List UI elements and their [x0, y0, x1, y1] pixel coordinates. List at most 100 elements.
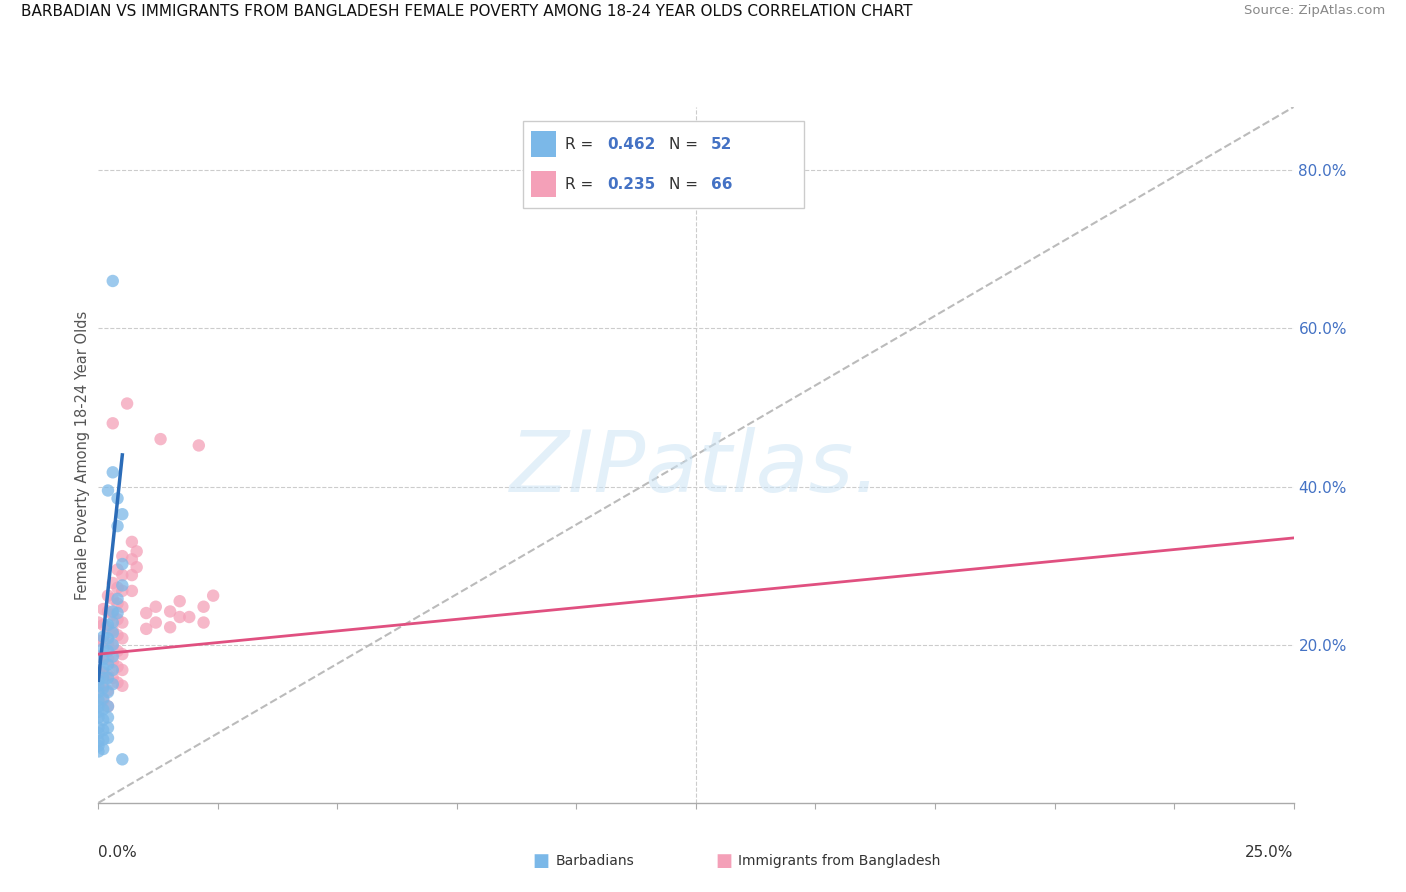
Point: [107, 612, 129, 626]
Point: [169, 610, 191, 624]
Point: [111, 599, 134, 614]
Text: Immigrants from Bangladesh: Immigrants from Bangladesh: [738, 854, 941, 868]
Text: Source: ZipAtlas.com: Source: ZipAtlas.com: [1244, 4, 1385, 18]
Point: [111, 632, 134, 646]
Point: [101, 624, 124, 638]
Point: [135, 622, 157, 636]
Point: [87, 615, 110, 630]
Point: [101, 615, 124, 630]
Point: [107, 591, 129, 606]
Point: [97, 657, 120, 672]
Point: [91, 723, 114, 737]
Text: ■: ■: [533, 852, 550, 870]
Point: [91, 661, 114, 675]
Point: [107, 644, 129, 658]
Point: [91, 665, 114, 680]
Text: ZIPatlas.: ZIPatlas.: [510, 427, 882, 510]
Point: [97, 618, 120, 632]
Point: [87, 739, 110, 753]
Point: [87, 681, 110, 695]
Point: [97, 685, 120, 699]
Point: [91, 630, 114, 644]
Point: [87, 726, 110, 740]
Point: [91, 742, 114, 756]
Point: [97, 636, 120, 650]
Point: [91, 681, 114, 695]
Point: [91, 652, 114, 666]
Text: ■: ■: [716, 852, 733, 870]
Point: [97, 632, 120, 646]
Point: [91, 633, 114, 648]
Point: [91, 713, 114, 727]
Point: [97, 644, 120, 658]
Point: [97, 721, 120, 735]
Point: [97, 683, 120, 698]
Point: [107, 581, 129, 595]
Point: [97, 699, 120, 714]
Point: [111, 752, 134, 766]
Point: [101, 607, 124, 622]
Point: [107, 675, 129, 690]
Point: [107, 628, 129, 642]
Point: [111, 578, 134, 592]
Point: [91, 732, 114, 747]
Point: [87, 673, 110, 688]
Point: [87, 710, 110, 724]
Point: [111, 557, 134, 571]
Point: [97, 652, 120, 666]
Point: [101, 677, 124, 691]
Point: [87, 685, 110, 699]
Point: [87, 679, 110, 693]
Point: [91, 702, 114, 716]
Text: 25.0%: 25.0%: [1246, 845, 1294, 860]
Point: [101, 638, 124, 652]
Point: [87, 649, 110, 664]
Point: [101, 625, 124, 640]
Point: [111, 647, 134, 661]
Point: [87, 665, 110, 680]
Point: [101, 605, 124, 619]
Point: [87, 699, 110, 714]
Point: [97, 483, 120, 498]
Text: Barbadians: Barbadians: [555, 854, 634, 868]
Point: [91, 671, 114, 685]
Point: [111, 615, 134, 630]
Point: [101, 649, 124, 664]
Point: [91, 679, 114, 693]
Point: [101, 417, 124, 431]
Point: [145, 599, 167, 614]
Point: [125, 560, 148, 574]
Point: [97, 699, 120, 714]
Point: [91, 602, 114, 616]
Point: [97, 731, 120, 745]
Point: [91, 618, 114, 632]
Point: [97, 620, 120, 634]
Point: [87, 633, 110, 648]
Point: [145, 615, 167, 630]
Point: [111, 663, 134, 677]
Point: [91, 641, 114, 656]
Point: [202, 589, 225, 603]
Point: [101, 591, 124, 606]
Point: [121, 583, 143, 598]
Text: BARBADIAN VS IMMIGRANTS FROM BANGLADESH FEMALE POVERTY AMONG 18-24 YEAR OLDS COR: BARBADIAN VS IMMIGRANTS FROM BANGLADESH …: [21, 4, 912, 20]
Point: [101, 639, 124, 653]
Point: [101, 655, 124, 669]
Point: [111, 507, 134, 521]
Point: [91, 691, 114, 706]
Point: [125, 544, 148, 558]
Point: [121, 552, 143, 566]
Point: [121, 568, 143, 582]
Point: [107, 660, 129, 674]
Point: [87, 705, 110, 719]
Point: [107, 597, 129, 611]
Point: [179, 610, 201, 624]
Point: [97, 667, 120, 681]
Point: [87, 721, 110, 735]
Point: [91, 649, 114, 664]
Point: [97, 605, 120, 619]
Point: [87, 693, 110, 707]
Point: [101, 274, 124, 288]
Point: [87, 734, 110, 748]
Point: [107, 606, 129, 620]
